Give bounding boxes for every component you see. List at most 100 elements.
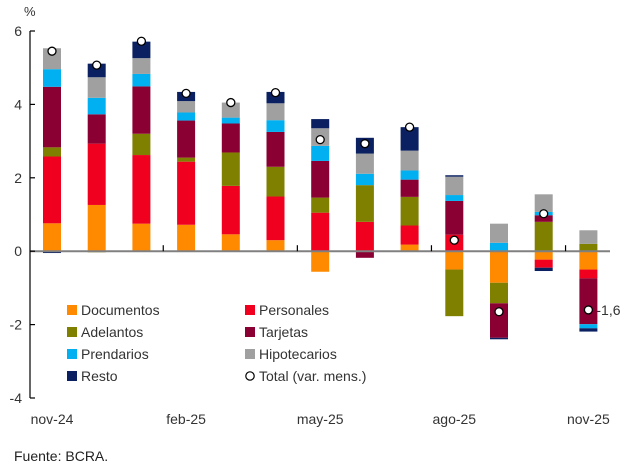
legend-label: Hipotecarios [259,346,337,362]
bar-segment-hipotecarios-abr-25 [266,103,285,121]
bar-segment-prendarios-sep-25 [490,242,508,252]
total-annotation: -1,6 [596,302,620,318]
y-tick-label: 4 [14,96,22,112]
total-marker-sep-25 [494,307,504,317]
bar-segment-adelantos-nov-24 [43,147,61,157]
bar-segment-hipotecarios-oct-25 [534,194,553,212]
bar-segment-documentos-mar-25 [221,234,240,252]
legend-label: Total (var. mens.) [259,368,366,384]
bar-segment-documentos-abr-25 [266,240,285,252]
total-markers [47,36,594,317]
bar-segment-tarjetas-nov-25 [579,278,598,325]
bar-segment-hipotecarios-sep-25 [490,223,508,243]
legend-label: Tarjetas [259,324,308,340]
y-unit-label: % [24,4,36,19]
bar-segment-adelantos-jun-25 [355,185,374,222]
bar-segment-personales-abr-25 [266,196,285,241]
bar-segment-personales-nov-25 [579,269,598,279]
total-marker-nov-25 [583,305,594,315]
total-marker-nov-24 [47,46,57,56]
y-tick-label: 0 [14,243,22,259]
bar-segment-prendarios-nov-25 [579,324,598,329]
bar-segment-prendarios-mar-25 [221,117,240,124]
total-marker-mar-25 [226,97,236,108]
bar-segment-adelantos-sep-25 [490,282,508,304]
total-marker-ene-25 [136,36,147,46]
total-marker-jun-25 [360,139,370,149]
bar-segment-documentos-may-25 [311,251,330,272]
bar-segment-prendarios-ago-25 [445,195,464,201]
bar-segment-hipotecarios-nov-24 [43,48,61,70]
bar-segment-tarjetas-nov-24 [43,86,61,148]
legend-marker-total [245,371,255,381]
legend-label: Adelantos [81,324,143,340]
bar-segment-adelantos-nov-25 [579,243,598,252]
y-axis: -4 -2 0 2 4 6 [10,23,35,406]
y-tick-label: -4 [10,390,23,406]
bar-segment-hipotecarios-dic-24 [87,77,106,98]
y-tick-label: -2 [10,317,23,333]
bar-segment-hipotecarios-ene-25 [132,58,151,74]
legend-label: Personales [259,302,329,318]
bar-segment-tarjetas-dic-24 [87,114,106,144]
legend-swatch-adelantos [67,327,77,337]
bar-segment-adelantos-feb-25 [177,157,196,162]
bar-segment-tarjetas-ago-25 [445,200,464,235]
bar-segment-personales-jul-25 [400,225,419,245]
bar-segment-hipotecarios-nov-25 [579,230,598,244]
legend-swatch-resto [67,371,77,381]
bar-segment-personales-jun-25 [355,221,374,252]
bar-segment-personales-may-25 [311,212,330,252]
x-tick-label: nov-24 [31,411,74,427]
bar-segment-personales-nov-24 [43,156,61,224]
bar-segment-resto-nov-25 [579,328,598,332]
bar-segment-documentos-nov-24 [43,223,61,252]
bar-segment-tarjetas-may-25 [311,160,330,198]
legend: Documentos Personales Adelantos Tarjetas Pre… [67,302,366,384]
source-note: Fuente: BCRA. [14,448,109,464]
legend-swatch-hipotecarios [245,349,255,359]
bar-segment-tarjetas-oct-25 [534,215,553,222]
bar-segment-prendarios-feb-25 [177,112,196,121]
x-tick-label: feb-25 [166,411,206,427]
bar-segment-prendarios-abr-25 [266,120,285,132]
legend-label: Prendarios [81,346,149,362]
bar-segment-adelantos-ene-25 [132,133,151,156]
bar-segment-documentos-sep-25 [490,251,508,283]
x-ticks [162,245,567,252]
bar-segment-tarjetas-abr-25 [266,131,285,167]
bar-segment-resto-sep-25 [490,337,508,340]
bar-segment-prendarios-nov-24 [43,69,61,87]
y-tick-label: 2 [14,170,22,186]
bar-segment-tarjetas-ene-25 [132,86,151,134]
bar-segment-resto-ene-25 [132,41,151,59]
bar-segment-hipotecarios-mar-25 [221,102,240,118]
bar-segment-resto-may-25 [311,119,330,129]
x-tick-label: nov-25 [567,411,610,427]
y-tick-label: 6 [14,23,22,39]
bar-segment-personales-feb-25 [177,161,196,225]
bar-segment-personales-dic-24 [87,143,106,205]
bar-segment-adelantos-jul-25 [400,196,419,226]
bar-segment-documentos-feb-25 [177,224,196,252]
legend-swatch-documentos [67,305,77,315]
bar-segment-documentos-jul-25 [400,244,419,252]
bar-segment-adelantos-ago-25 [445,269,464,317]
total-marker-dic-24 [92,60,102,70]
bar-segment-resto-dic-24 [87,63,106,78]
bar-segment-documentos-dic-24 [87,204,106,252]
x-tick-label: may-25 [297,411,344,427]
bar-segment-hipotecarios-jul-25 [400,150,419,171]
annotations: -1,6 [596,302,620,318]
bar-segment-documentos-ene-25 [132,223,151,252]
total-marker-oct-25 [539,209,549,219]
bar-segment-personales-ene-25 [132,155,151,224]
bar-segment-tarjetas-jul-25 [400,179,419,197]
bar-segment-prendarios-jun-25 [355,173,374,186]
bar-segment-resto-ago-25 [445,175,464,177]
bar-segment-personales-mar-25 [221,185,240,235]
bar-segment-hipotecarios-ago-25 [445,176,464,196]
bar-segment-adelantos-may-25 [311,197,330,213]
total-marker-abr-25 [270,88,281,98]
